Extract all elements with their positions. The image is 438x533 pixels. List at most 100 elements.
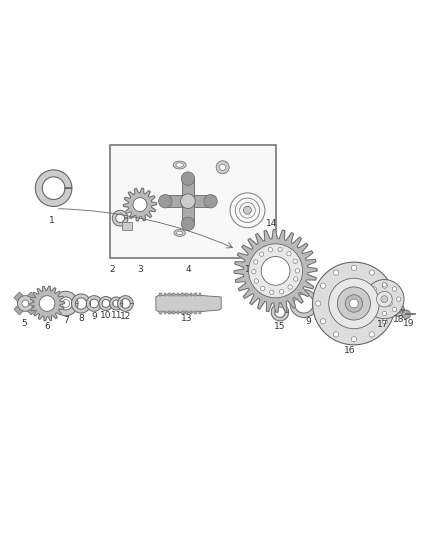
Circle shape: [382, 319, 388, 324]
Bar: [168, 293, 171, 296]
Polygon shape: [124, 188, 156, 221]
Text: 12: 12: [120, 312, 131, 321]
Circle shape: [382, 283, 388, 288]
Text: 4: 4: [185, 265, 191, 274]
Bar: [185, 311, 188, 314]
Circle shape: [333, 332, 339, 337]
Circle shape: [261, 286, 265, 290]
Circle shape: [377, 292, 392, 307]
Circle shape: [333, 270, 339, 275]
Polygon shape: [14, 301, 28, 315]
Text: 16: 16: [344, 346, 355, 355]
Bar: [194, 293, 197, 296]
Polygon shape: [35, 170, 72, 206]
Polygon shape: [30, 286, 64, 321]
Circle shape: [22, 300, 29, 307]
Circle shape: [159, 195, 172, 208]
Polygon shape: [117, 296, 133, 311]
Bar: [173, 311, 175, 314]
Circle shape: [337, 287, 371, 320]
Text: 8: 8: [78, 314, 84, 323]
Text: 11: 11: [110, 311, 122, 320]
Circle shape: [313, 262, 395, 345]
Text: 10: 10: [100, 311, 112, 320]
Bar: [181, 311, 184, 314]
Circle shape: [328, 278, 379, 329]
Polygon shape: [156, 294, 221, 313]
Polygon shape: [71, 294, 91, 313]
Bar: [190, 311, 192, 314]
Polygon shape: [22, 301, 37, 315]
Circle shape: [254, 279, 258, 283]
Circle shape: [287, 252, 291, 256]
Polygon shape: [99, 296, 113, 310]
Polygon shape: [188, 195, 211, 207]
Circle shape: [270, 290, 274, 294]
Bar: [173, 293, 175, 296]
Polygon shape: [86, 296, 102, 311]
Circle shape: [133, 198, 147, 212]
Ellipse shape: [173, 161, 186, 169]
Circle shape: [259, 252, 264, 256]
Circle shape: [351, 336, 357, 342]
Polygon shape: [14, 292, 28, 306]
Circle shape: [321, 283, 325, 288]
Bar: [198, 311, 201, 314]
Circle shape: [345, 295, 363, 312]
Text: 13: 13: [180, 314, 192, 323]
Bar: [177, 311, 180, 314]
Circle shape: [321, 319, 325, 324]
Polygon shape: [112, 211, 128, 226]
Circle shape: [402, 310, 410, 319]
Bar: [185, 293, 188, 296]
Circle shape: [387, 301, 392, 306]
Circle shape: [180, 194, 195, 208]
Text: 9: 9: [305, 317, 311, 326]
Circle shape: [316, 301, 321, 306]
Circle shape: [392, 287, 397, 291]
Circle shape: [293, 277, 298, 281]
Circle shape: [368, 297, 372, 301]
Circle shape: [254, 260, 258, 264]
Circle shape: [293, 259, 297, 263]
Circle shape: [382, 311, 387, 316]
Polygon shape: [53, 292, 78, 316]
Circle shape: [350, 299, 358, 308]
Circle shape: [204, 195, 217, 208]
Text: 14: 14: [265, 220, 277, 228]
Circle shape: [278, 247, 282, 252]
Ellipse shape: [176, 163, 184, 167]
Bar: [121, 222, 132, 230]
Polygon shape: [22, 292, 37, 306]
Bar: [168, 311, 171, 314]
Bar: [198, 293, 201, 296]
Polygon shape: [182, 201, 194, 224]
Bar: [190, 293, 192, 296]
Circle shape: [396, 297, 401, 301]
Circle shape: [268, 247, 272, 252]
Text: 1: 1: [244, 265, 251, 274]
Circle shape: [39, 296, 55, 311]
Polygon shape: [290, 289, 318, 318]
Bar: [181, 293, 184, 296]
Circle shape: [181, 217, 194, 231]
Circle shape: [372, 287, 376, 291]
Text: 1: 1: [49, 216, 54, 225]
Text: 19: 19: [403, 319, 414, 328]
Text: 7: 7: [63, 317, 69, 326]
Circle shape: [216, 161, 229, 174]
Polygon shape: [234, 230, 317, 312]
Bar: [164, 293, 166, 296]
Circle shape: [288, 285, 292, 289]
Circle shape: [351, 265, 357, 270]
Text: 17: 17: [376, 320, 388, 329]
Bar: [159, 293, 162, 296]
Polygon shape: [392, 304, 404, 316]
Circle shape: [381, 296, 388, 303]
Circle shape: [252, 270, 256, 274]
Polygon shape: [110, 297, 123, 310]
Bar: [164, 311, 166, 314]
Circle shape: [18, 296, 33, 311]
Circle shape: [219, 164, 226, 171]
Text: 2: 2: [109, 265, 115, 274]
